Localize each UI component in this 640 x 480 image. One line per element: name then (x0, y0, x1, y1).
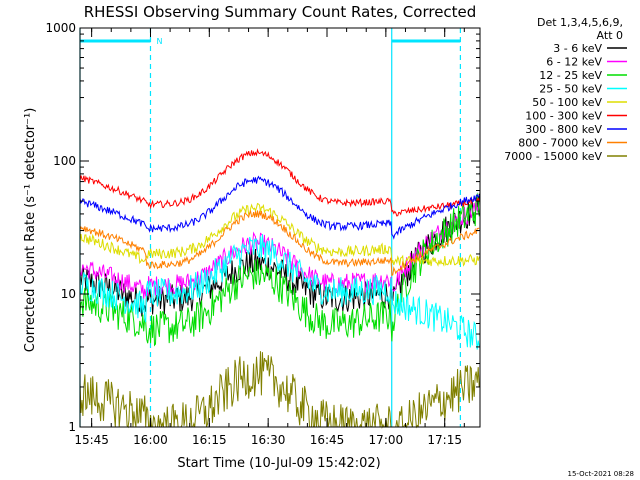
detector-info-line2: Att 0 (597, 29, 623, 42)
chart-title: RHESSI Observing Summary Count Rates, Co… (84, 3, 477, 21)
x-tick-label-3: 16:30 (251, 433, 286, 447)
series-line-3 (79, 234, 480, 350)
series-line-4 (79, 202, 480, 269)
y-axis-label: Corrected Count Rate (s⁻¹ detector⁻¹) (23, 108, 38, 353)
x-tick-label-1: 16:00 (133, 433, 168, 447)
legend-label-5: 100 - 300 keV (525, 110, 602, 123)
series-line-2 (79, 192, 480, 347)
x-tick-label-4: 16:45 (310, 433, 345, 447)
legend-label-4: 50 - 100 keV (532, 96, 602, 109)
axes: 1 10 100 1000 15:45 16:00 16:15 16:30 16:45 17:00… (45, 21, 481, 447)
detector-info-line1: Det 1,3,4,5,6,9, (537, 16, 623, 29)
series-line-5 (79, 148, 480, 217)
plot-frame (79, 27, 481, 428)
x-axis-label: Start Time (10-Jul-09 15:42:02) (177, 456, 380, 471)
footer-date: 15-Oct-2021 08:28 (568, 470, 634, 478)
plot-area: N (79, 28, 480, 429)
y-tick-label-3: 1000 (45, 21, 76, 35)
x-tick-label-2: 16:15 (192, 433, 227, 447)
x-tick-label-0: 15:45 (74, 433, 109, 447)
series-line-8 (79, 351, 480, 429)
y-tick-label-0: 1 (68, 420, 76, 434)
x-tick-label-5: 17:00 (369, 433, 404, 447)
legend-label-7: 800 - 7000 keV (518, 137, 602, 150)
y-tick-label-1: 10 (61, 287, 76, 301)
legend-label-8: 7000 - 15000 keV (504, 150, 602, 163)
legend-label-1: 6 - 12 keV (546, 56, 602, 69)
y-tick-label-2: 100 (53, 154, 76, 168)
legend-label-2: 12 - 25 keV (539, 69, 602, 82)
series-line-6 (79, 175, 480, 240)
series-line-7 (79, 209, 480, 277)
legend-label-0: 3 - 6 keV (553, 42, 602, 55)
legend-label-6: 300 - 800 keV (525, 123, 602, 136)
night-marker-label: N (156, 37, 162, 46)
legend-label-3: 25 - 50 keV (539, 83, 602, 96)
x-tick-label-6: 17:15 (427, 433, 462, 447)
